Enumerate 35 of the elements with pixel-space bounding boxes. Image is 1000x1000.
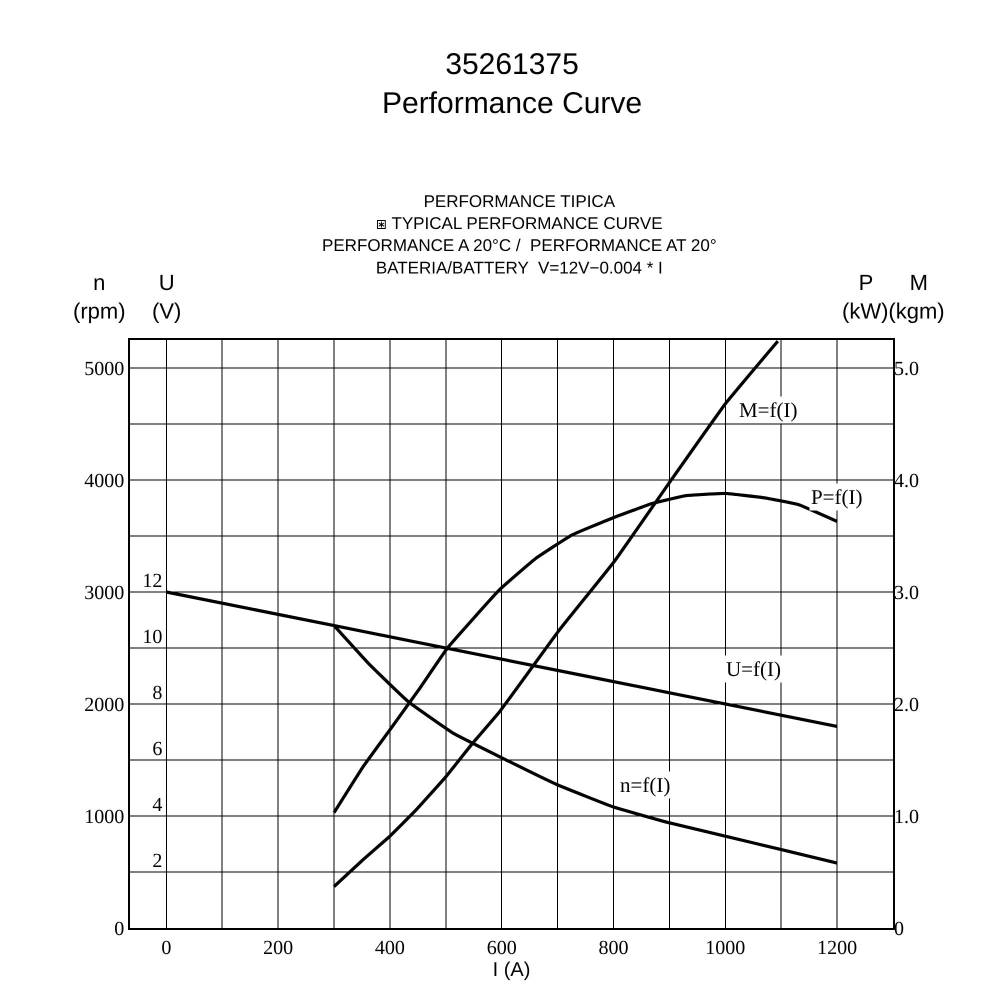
y3-tick-label: 2.0 <box>894 694 919 716</box>
x-tick-label: 800 <box>598 936 629 959</box>
series-label: P=f(I) <box>811 485 862 509</box>
y-tick-label: 2000 <box>84 694 124 716</box>
series-label: n=f(I) <box>620 773 670 797</box>
y2-tick-label: 2 <box>152 850 162 872</box>
y3-tick-label: 1.0 <box>894 806 919 828</box>
y3-tick-label: 5.0 <box>894 358 919 380</box>
y2-axis-title: U (V) <box>152 270 182 324</box>
y3-axis-title: P M (kW)(kgm) <box>842 270 945 324</box>
y2-tick-label: 8 <box>152 682 162 704</box>
x-tick-label: 200 <box>263 936 294 959</box>
x-tick-label: 600 <box>486 936 517 959</box>
x-tick-label: 1000 <box>705 936 746 959</box>
y-tick-label: 3000 <box>84 582 124 604</box>
x-tick-label: 400 <box>374 936 405 959</box>
y-tick-label: 4000 <box>84 470 124 492</box>
x-tick-label: 0 <box>161 936 172 959</box>
y2-tick-label: 10 <box>142 626 162 648</box>
series-label: U=f(I) <box>726 657 781 681</box>
y2-tick-label: 12 <box>142 570 162 592</box>
x-axis-title: I (A) <box>492 958 530 981</box>
y-tick-label: 0 <box>114 918 124 940</box>
y2-tick-label: 4 <box>152 794 162 816</box>
y-axis-title: n (rpm) <box>73 270 126 324</box>
chart-title: 35261375 Performance Curve <box>382 48 642 120</box>
y-tick-label: 5000 <box>84 358 124 380</box>
y3-tick-label: 4.0 <box>894 470 919 492</box>
y2-tick-label: 6 <box>152 738 162 760</box>
y3-tick-label: 3.0 <box>894 582 919 604</box>
x-tick-label: 1200 <box>817 936 858 959</box>
y3-tick-label: 0 <box>894 918 904 940</box>
y-tick-label: 1000 <box>84 806 124 828</box>
series-label: M=f(I) <box>739 398 798 422</box>
chart-subtitle: PERFORMANCE TIPICA ⧆ TYPICAL PERFORMANCE CURVE PERFORMANCE A 20°C / PERFORMANCE AT 20° BATERIA/BATTERY V=12V−0.004 * I <box>322 192 717 278</box>
